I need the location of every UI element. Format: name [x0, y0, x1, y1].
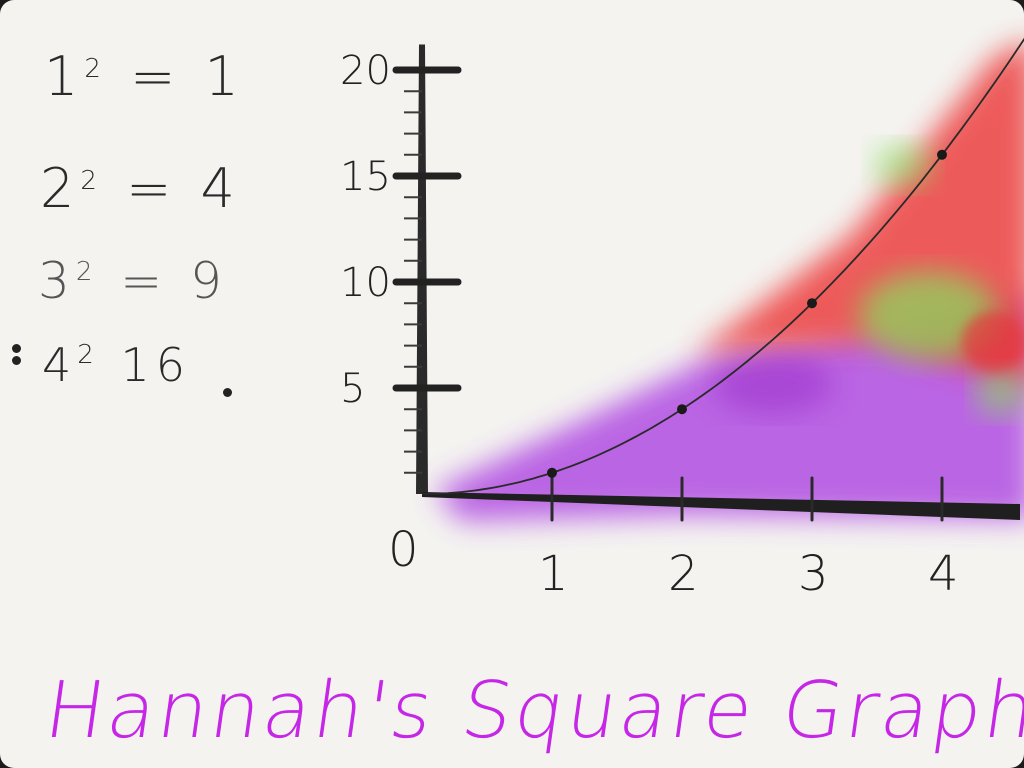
- x-axis-line: [422, 492, 1020, 520]
- equation-1-result: 1: [204, 45, 245, 108]
- equation-2-exponent: 2: [80, 166, 103, 196]
- equation-2-result: 4: [200, 157, 241, 220]
- x-tick-label: 0: [388, 522, 419, 578]
- equation-1-exponent: 2: [84, 54, 107, 84]
- y-tick-label: 10: [340, 260, 391, 306]
- equals-sign: =: [130, 45, 182, 108]
- data-point: [547, 467, 557, 478]
- x-tick-label: 1: [538, 546, 569, 602]
- series-layer: [421, 37, 1024, 495]
- equals-sign: =: [120, 252, 169, 310]
- red-wash: [962, 311, 1024, 372]
- green-wash: [873, 143, 933, 188]
- green-wash: [974, 368, 1024, 417]
- equals-sign: =: [126, 157, 178, 220]
- y-tick-label: 5: [340, 366, 365, 412]
- stray-dot: [12, 356, 21, 365]
- data-point: [807, 298, 817, 309]
- data-point: [677, 404, 687, 415]
- equation-1-base: 1: [44, 45, 85, 108]
- stray-dot: [12, 344, 21, 353]
- y-axis-line: [416, 44, 428, 495]
- purple-wash: [713, 353, 833, 414]
- purple-wash: [435, 294, 1024, 522]
- equation-3-result: 9: [190, 252, 228, 310]
- data-point: [937, 149, 947, 160]
- x-tick-label: 4: [928, 546, 959, 602]
- equation-4-result: 16: [120, 338, 191, 392]
- equation-3-exponent: 2: [75, 257, 99, 287]
- x-tick-label: 2: [668, 546, 699, 602]
- equation-4: 42 16: [42, 342, 191, 388]
- equation-3: 32 = 9: [38, 256, 228, 306]
- square-curve: [421, 37, 1024, 495]
- stray-dot: [223, 388, 232, 397]
- equation-1: 12 = 1: [44, 50, 245, 104]
- equation-2-base: 2: [40, 157, 81, 220]
- x-tick-label: 3: [798, 546, 829, 602]
- axes: [392, 44, 1020, 522]
- y-tick-label: 20: [340, 48, 391, 94]
- equation-4-base: 4: [42, 338, 78, 392]
- paint-fill: [435, 42, 1024, 522]
- equation-4-exponent: 2: [77, 340, 100, 370]
- chart-title: Hannah's Square Graph: [39, 666, 1024, 756]
- y-tick-label: 15: [340, 154, 391, 200]
- tick-labels: 5 10 15 20 0 1 2 3 4: [340, 48, 959, 602]
- equation-2: 22 = 4: [40, 162, 241, 216]
- equation-3-base: 3: [38, 252, 76, 310]
